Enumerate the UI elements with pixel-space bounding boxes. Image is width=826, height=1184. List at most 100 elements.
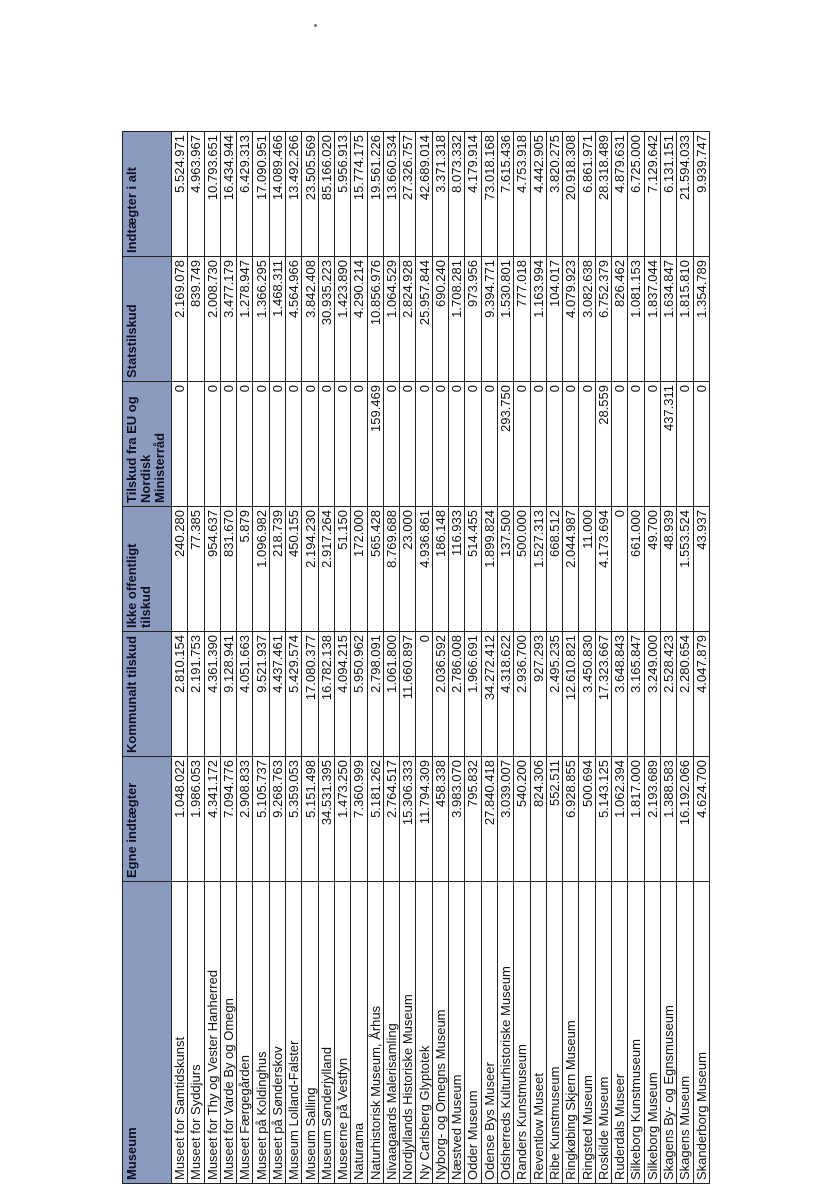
cell-tilskud-eu: 0 bbox=[220, 381, 237, 507]
cell-tilskud-eu: 0 bbox=[301, 381, 319, 507]
cell-kommunalt-tilskud: 16.782.138 bbox=[318, 631, 335, 757]
cell-museum-name: Ringsted Museum bbox=[578, 881, 596, 1184]
cell-museum-name: Museum Lolland-Falster bbox=[285, 881, 302, 1184]
table-row: Museet for Syddjurs 1.986.053 2.191.753 77.… bbox=[187, 131, 205, 1184]
cell-indtaegter-i-alt: 16.434.944 bbox=[220, 131, 237, 257]
cell-statstilskud: 3.477.179 bbox=[220, 256, 237, 382]
cell-indtaegter-i-alt: 15.774.175 bbox=[350, 131, 368, 257]
cell-ikke-offentligt-tilskud: 137.500 bbox=[497, 506, 514, 632]
cell-ikke-offentligt-tilskud: 831.670 bbox=[220, 506, 237, 632]
cell-ikke-offentligt-tilskud: 43.937 bbox=[693, 506, 710, 632]
cell-ikke-offentligt-tilskud: 51.150 bbox=[334, 506, 351, 632]
cell-statstilskud: 1.468.311 bbox=[269, 256, 286, 382]
cell-indtaegter-i-alt: 7.615.436 bbox=[497, 131, 514, 257]
cell-kommunalt-tilskud: 2.495.235 bbox=[546, 631, 563, 757]
cell-indtaegter-i-alt: 4.879.631 bbox=[611, 131, 628, 257]
cell-egne-indtaegter: 1.817.000 bbox=[627, 756, 645, 882]
cell-museum-name: Odder Museum bbox=[464, 881, 482, 1184]
cell-kommunalt-tilskud: 2.280.654 bbox=[676, 631, 693, 757]
cell-museum-name: Museet for Samtidskunst bbox=[171, 881, 188, 1184]
cell-egne-indtaegter: 824.306 bbox=[530, 756, 547, 882]
cell-indtaegter-i-alt: 27.326.757 bbox=[399, 131, 416, 257]
cell-egne-indtaegter: 1.388.583 bbox=[660, 756, 677, 882]
cell-ikke-offentligt-tilskud: 4.936.861 bbox=[415, 506, 433, 632]
cell-ikke-offentligt-tilskud: 668.512 bbox=[546, 506, 563, 632]
cell-museum-name: Roskilde Museum bbox=[595, 881, 612, 1184]
table-row: Skagens By- og Egnsmuseum 1.388.583 2.528.… bbox=[660, 131, 677, 1184]
cell-ikke-offentligt-tilskud: 954.637 bbox=[204, 506, 221, 632]
cell-kommunalt-tilskud: 3.450.830 bbox=[578, 631, 596, 757]
cell-kommunalt-tilskud: 3.165.847 bbox=[627, 631, 645, 757]
cell-kommunalt-tilskud: 4.361.390 bbox=[204, 631, 221, 757]
cell-indtaegter-i-alt: 8.073.332 bbox=[448, 131, 465, 257]
cell-tilskud-eu: 0 bbox=[578, 381, 596, 507]
cell-tilskud-eu: 0 bbox=[627, 381, 645, 507]
cell-museum-name: Ribe Kunstmuseum bbox=[546, 881, 563, 1184]
cell-tilskud-eu: 0 bbox=[334, 381, 351, 507]
cell-statstilskud: 973.956 bbox=[464, 256, 482, 382]
table-row: Silkeborg Kunstmuseum 1.817.000 3.165.847 6… bbox=[627, 131, 645, 1184]
cell-statstilskud: 1.530.801 bbox=[497, 256, 514, 382]
cell-kommunalt-tilskud: 12.610.821 bbox=[562, 631, 579, 757]
cell-statstilskud: 1.064.529 bbox=[383, 256, 400, 382]
table-row: Naturhistorisk Museum, Århus 5.181.262 2.7… bbox=[367, 131, 384, 1184]
cell-tilskud-eu: 0 bbox=[318, 381, 335, 507]
cell-indtaegter-i-alt: 4.753.918 bbox=[513, 131, 531, 257]
cell-museum-name: Skagens By- og Egnsmuseum bbox=[660, 881, 677, 1184]
cell-indtaegter-i-alt: 6.725.000 bbox=[627, 131, 645, 257]
cell-ikke-offentligt-tilskud: 1.527.313 bbox=[530, 506, 547, 632]
cell-kommunalt-tilskud: 2.036.592 bbox=[432, 631, 449, 757]
cell-indtaegter-i-alt: 85.166.020 bbox=[318, 131, 335, 257]
cell-ikke-offentligt-tilskud: 11.000 bbox=[578, 506, 596, 632]
cell-indtaegter-i-alt: 6.429.313 bbox=[236, 131, 253, 257]
rotated-table-container: Museum Egne indtægter Kommunalt tilskud … bbox=[122, 131, 710, 1184]
cell-museum-name: Skanderborg Museum bbox=[693, 881, 710, 1184]
museum-income-table: Museum Egne indtægter Kommunalt tilskud … bbox=[122, 131, 710, 1184]
cell-tilskud-eu: 0 bbox=[204, 381, 221, 507]
cell-statstilskud: 1.634.847 bbox=[660, 256, 677, 382]
cell-tilskud-eu: 437.311 bbox=[660, 381, 677, 507]
header-kommunalt-tilskud: Kommunalt tilskud bbox=[122, 631, 172, 757]
cell-egne-indtaegter: 4.624.700 bbox=[693, 756, 710, 882]
cell-indtaegter-i-alt: 4.963.967 bbox=[187, 131, 205, 257]
cell-egne-indtaegter: 7.360.999 bbox=[350, 756, 368, 882]
cell-kommunalt-tilskud: 9.521.937 bbox=[252, 631, 270, 757]
cell-kommunalt-tilskud: 4.047.879 bbox=[693, 631, 710, 757]
cell-kommunalt-tilskud: 17.080.377 bbox=[301, 631, 319, 757]
table-row: Ribe Kunstmuseum 552.511 2.495.235 668.512 0… bbox=[546, 131, 563, 1184]
header-indtaegter-i-alt: Indtægter i alt bbox=[122, 131, 172, 257]
cell-tilskud-eu: 0 bbox=[693, 381, 710, 507]
cell-statstilskud: 1.278.947 bbox=[236, 256, 253, 382]
cell-kommunalt-tilskud: 4.318.622 bbox=[497, 631, 514, 757]
cell-statstilskud: 1.081.153 bbox=[627, 256, 645, 382]
cell-indtaegter-i-alt: 7.129.642 bbox=[644, 131, 661, 257]
cell-egne-indtaegter: 2.193.689 bbox=[644, 756, 661, 882]
cell-ikke-offentligt-tilskud: 23.000 bbox=[399, 506, 416, 632]
cell-tilskud-eu: 0 bbox=[644, 381, 661, 507]
table-row: Nordjyllands Historiske Museum 15.306.333… bbox=[399, 131, 416, 1184]
cell-kommunalt-tilskud: 4.094.215 bbox=[334, 631, 351, 757]
table-row: Museet Færgegården 2.908.833 4.051.663 5.87… bbox=[236, 131, 253, 1184]
cell-indtaegter-i-alt: 73.018.168 bbox=[481, 131, 498, 257]
cell-ikke-offentligt-tilskud: 4.173.694 bbox=[595, 506, 612, 632]
cell-egne-indtaegter: 458.338 bbox=[432, 756, 449, 882]
cell-kommunalt-tilskud: 5.429.574 bbox=[285, 631, 302, 757]
table-row: Museet for Thy og Vester Hanherred 4.341.… bbox=[204, 131, 221, 1184]
header-statstilskud: Statstilskud bbox=[122, 256, 172, 382]
rotated-table-frame: Museum Egne indtægter Kommunalt tilskud … bbox=[122, 131, 710, 1184]
table-row: Nyborg- og Omegns Museum 458.338 2.036.592… bbox=[432, 131, 449, 1184]
cell-statstilskud: 2.169.078 bbox=[171, 256, 188, 382]
cell-egne-indtaegter: 5.143.125 bbox=[595, 756, 612, 882]
cell-museum-name: Nivaagaards Malerisamling bbox=[383, 881, 400, 1184]
cell-indtaegter-i-alt: 5.956.913 bbox=[334, 131, 351, 257]
cell-indtaegter-i-alt: 28.318.489 bbox=[595, 131, 612, 257]
cell-indtaegter-i-alt: 4.179.914 bbox=[464, 131, 482, 257]
table-row: Ny Carlsberg Glyptotek 11.794.309 0 4.936.8… bbox=[415, 131, 433, 1184]
cell-museum-name: Museet på Sønderskov bbox=[269, 881, 286, 1184]
cell-tilskud-eu: 0 bbox=[448, 381, 465, 507]
cell-tilskud-eu: 0 bbox=[415, 381, 433, 507]
table-row: Museet for Varde By og Omegn 7.094.776 9.1… bbox=[220, 131, 237, 1184]
cell-kommunalt-tilskud: 4.437.461 bbox=[269, 631, 286, 757]
cell-indtaegter-i-alt: 13.492.266 bbox=[285, 131, 302, 257]
cell-egne-indtaegter: 2.908.833 bbox=[236, 756, 253, 882]
